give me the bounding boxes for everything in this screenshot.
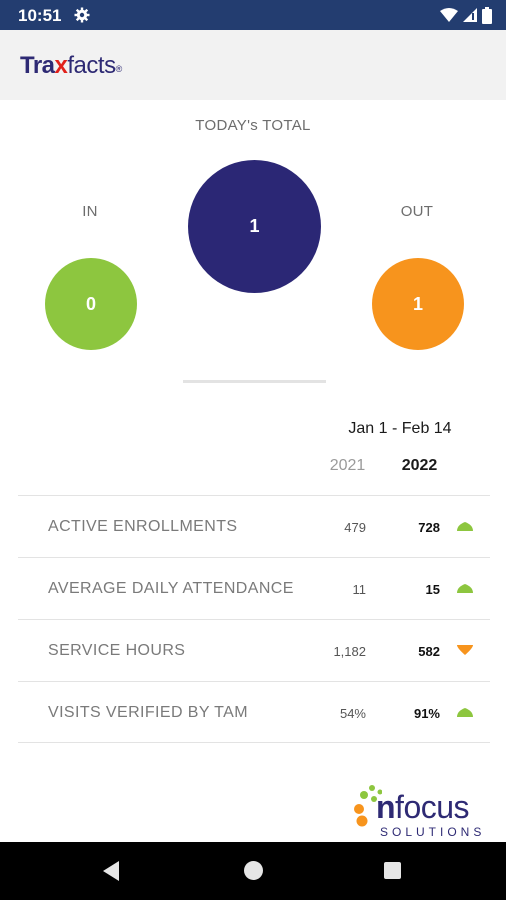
stat-row-active-enrollments[interactable]: ACTIVE ENROLLMENTS 479 728 — [18, 495, 490, 557]
home-icon[interactable] — [244, 861, 263, 880]
stat-label: VISITS VERIFIED BY TAM — [48, 704, 248, 721]
year-prev-header: 2021 — [329, 457, 366, 474]
recents-icon[interactable] — [384, 862, 401, 879]
navigation-bar — [0, 842, 506, 900]
stat-curr-value: 91% — [413, 706, 440, 721]
stat-label: ACTIVE ENROLLMENTS — [48, 518, 238, 535]
settings-gear-icon — [74, 7, 90, 23]
status-icons — [440, 6, 492, 24]
in-value: 0 — [85, 293, 96, 314]
out-label: OUT — [400, 203, 434, 220]
trend-up-icon — [457, 708, 473, 717]
todays-total-label: TODAY's TOTAL — [195, 117, 311, 134]
status-bar: 10:51 — [0, 0, 506, 30]
battery-icon — [482, 6, 492, 24]
stat-prev-value: 1,182 — [333, 644, 366, 659]
stat-label: AVERAGE DAILY ATTENDANCE — [48, 580, 294, 597]
out-circle: 1 — [372, 258, 464, 350]
stat-curr-value: 728 — [418, 520, 440, 535]
trend-up-icon — [457, 584, 473, 593]
out-value: 1 — [412, 293, 423, 314]
stat-curr-value: 582 — [418, 644, 440, 659]
total-circle: 1 — [188, 160, 321, 293]
nfocus-solutions-logo: nfocus SOLUTIONS — [352, 783, 492, 843]
stat-row-service-hours[interactable]: SERVICE HOURS 1,182 582 — [18, 619, 490, 681]
trend-up-icon — [457, 522, 473, 531]
nfocus-subtitle: SOLUTIONS — [380, 825, 486, 839]
stats-table: ACTIVE ENROLLMENTS 479 728 AVERAGE DAILY… — [18, 495, 490, 743]
in-label: IN — [82, 203, 98, 220]
date-range: Jan 1 - Feb 14 — [348, 420, 452, 437]
trend-down-icon — [457, 645, 473, 655]
in-circle: 0 — [45, 258, 137, 350]
stat-row-average-daily-attendance[interactable]: AVERAGE DAILY ATTENDANCE 11 15 — [18, 557, 490, 619]
stat-prev-value: 11 — [352, 582, 367, 597]
nfocus-wordmark: nfocus — [376, 789, 470, 825]
app-header: Traxfacts® — [0, 30, 506, 100]
status-time: 10:51 — [18, 6, 62, 25]
cell-signal-icon — [463, 8, 477, 22]
back-icon[interactable] — [101, 860, 121, 882]
wifi-icon — [440, 8, 458, 22]
stat-row-visits-verified[interactable]: VISITS VERIFIED BY TAM 54% 91% — [18, 681, 490, 743]
stat-prev-value: 479 — [344, 520, 366, 535]
section-divider — [183, 380, 326, 383]
year-curr-header: 2022 — [401, 457, 438, 474]
stat-label: SERVICE HOURS — [48, 642, 186, 659]
stat-prev-value: 54% — [339, 706, 366, 721]
traxfacts-logo: Traxfacts® — [20, 52, 122, 79]
stat-curr-value: 15 — [425, 582, 440, 597]
total-value: 1 — [249, 216, 260, 236]
nfocus-dots-icon — [354, 785, 382, 827]
